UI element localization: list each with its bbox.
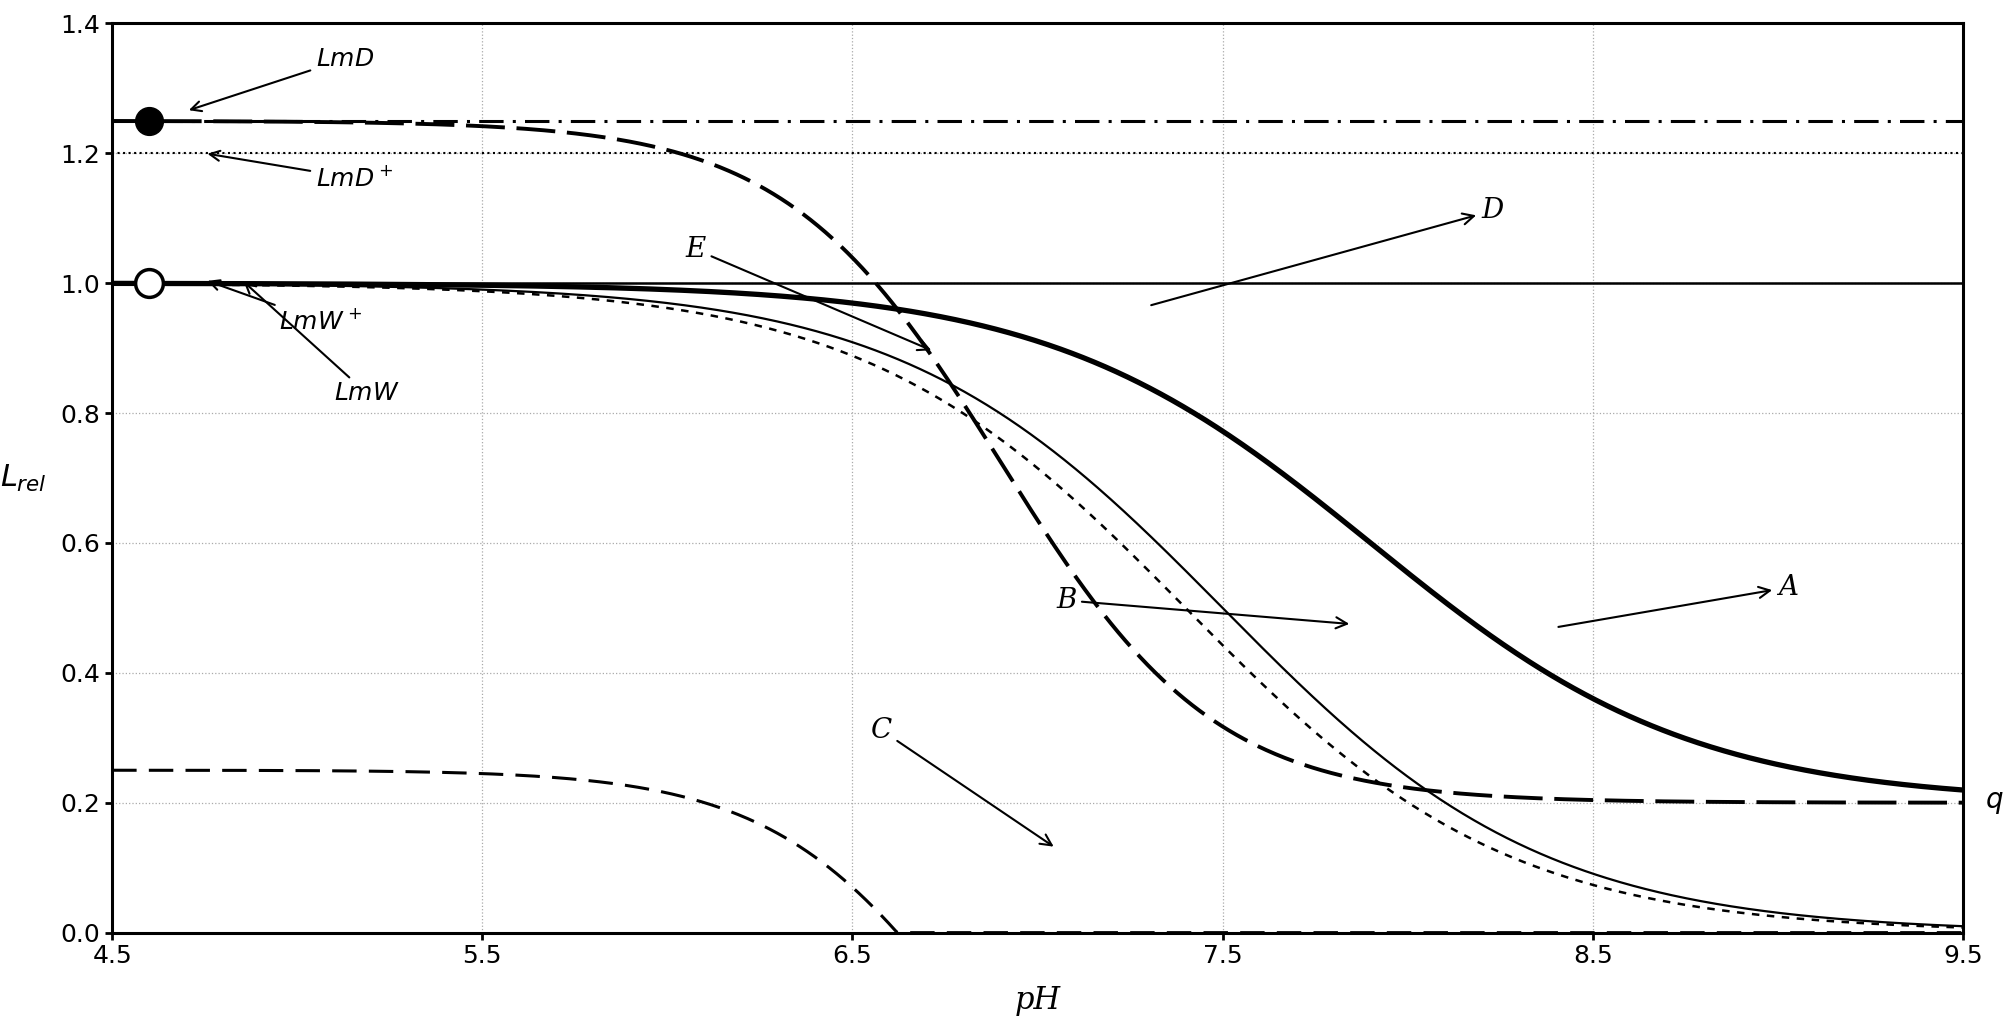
Text: D: D <box>1152 197 1504 305</box>
Text: C: C <box>870 717 1051 846</box>
Text: B: B <box>1055 587 1347 628</box>
Text: $LmD$: $LmD$ <box>191 47 375 111</box>
Text: $LmD^+$: $LmD^+$ <box>209 150 393 191</box>
Text: $L_{rel}$: $L_{rel}$ <box>0 462 46 493</box>
X-axis label: pH: pH <box>1015 985 1061 1017</box>
Text: $LmW$: $LmW$ <box>246 283 401 405</box>
Text: E: E <box>687 236 928 350</box>
Text: $LmW^+$: $LmW^+$ <box>209 280 363 334</box>
Text: A: A <box>1559 574 1799 627</box>
Text: $q$: $q$ <box>1986 789 2004 816</box>
